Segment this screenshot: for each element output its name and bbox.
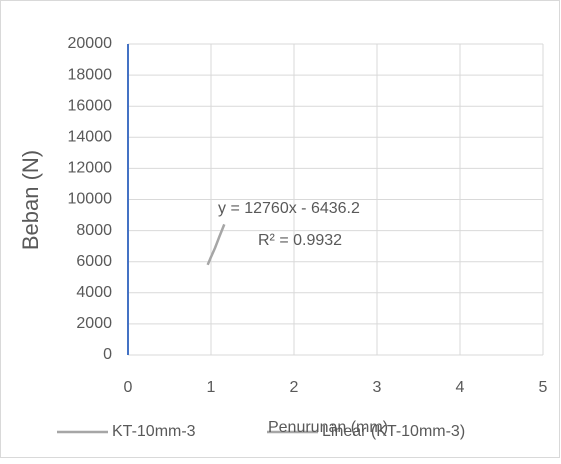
y-tick-label: 16000 bbox=[68, 97, 113, 114]
x-axis-label: Penurunan (mm) bbox=[268, 419, 388, 436]
y-tick-label: 2000 bbox=[76, 315, 112, 332]
x-tick-label: 0 bbox=[124, 379, 133, 396]
y-tick-label: 0 bbox=[103, 346, 112, 363]
trendline-equation: y = 12760x - 6436.2 bbox=[218, 200, 360, 217]
x-tick-label: 2 bbox=[290, 379, 299, 396]
y-tick-label: 14000 bbox=[68, 129, 113, 146]
y-axis-label: Beban (N) bbox=[18, 150, 43, 250]
y-tick-label: 20000 bbox=[68, 35, 113, 52]
y-tick-label: 12000 bbox=[68, 160, 113, 177]
legend-label: Linear (KT-10mm-3) bbox=[322, 423, 465, 440]
y-tick-label: 4000 bbox=[76, 284, 112, 301]
y-tick-label: 6000 bbox=[76, 253, 112, 270]
x-tick-label: 1 bbox=[207, 379, 216, 396]
x-tick-label: 3 bbox=[373, 379, 382, 396]
trendline-r2: R² = 0.9932 bbox=[258, 232, 342, 249]
legend-label: KT-10mm-3 bbox=[112, 423, 196, 440]
series-line bbox=[206, 224, 225, 265]
x-tick-label: 5 bbox=[539, 379, 548, 396]
y-tick-label: 18000 bbox=[68, 66, 113, 83]
y-tick-label: 8000 bbox=[76, 222, 112, 239]
y-tick-label: 10000 bbox=[68, 191, 113, 208]
x-tick-label: 4 bbox=[456, 379, 465, 396]
